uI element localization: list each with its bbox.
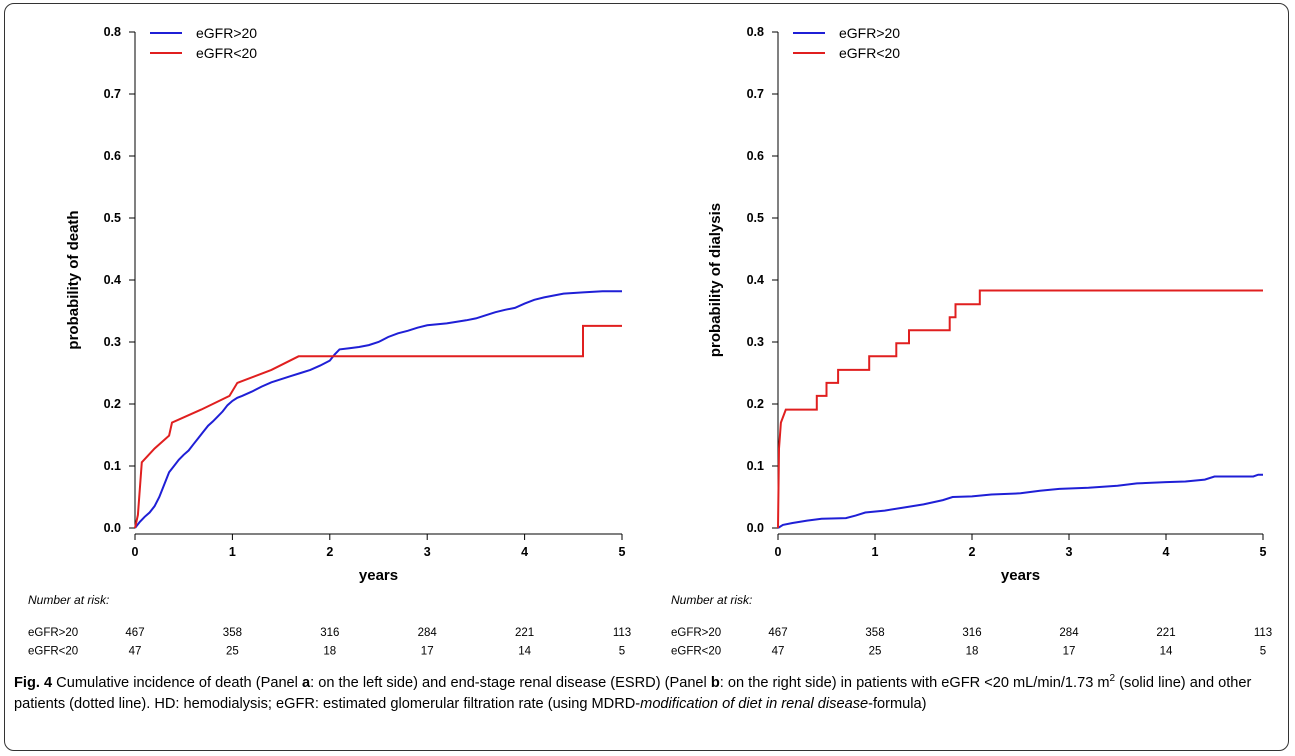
caption-panel-b: b: [710, 674, 720, 691]
caption-text-4: (solid line) and other patients (dotted …: [14, 674, 1252, 712]
panel-a-risk-count: 284: [418, 627, 438, 639]
panel-a-risk-count: 358: [223, 627, 242, 639]
panel-b-y-tick-label: 0.6: [747, 149, 764, 163]
panel-a-y-axis-title: probability of death: [65, 210, 82, 349]
caption-text-2: : on the left side) and end-stage renal …: [310, 674, 711, 691]
panel-b-y-axis-title: probability of dialysis: [707, 203, 724, 357]
panel-a-risk-count: 221: [515, 627, 534, 639]
panel-b-risk-count: 17: [1063, 646, 1076, 658]
panel-b-x-axis-title: years: [1001, 567, 1040, 584]
panel-a-risk-count: 14: [518, 646, 531, 658]
caption-panel-a: a: [301, 674, 311, 691]
panel-b-risk-count: 47: [772, 646, 785, 658]
panel-a-legend-label: eGFR>20: [196, 25, 257, 41]
panel-b-risk-row-label: eGFR>20: [671, 627, 721, 639]
panel-a-x-tick-label: 2: [326, 545, 333, 559]
caption-italic-text: modification of diet in renal disease: [640, 695, 869, 712]
panel-a-x-tick-label: 5: [619, 545, 626, 559]
panel-b-x-tick-label: 3: [1066, 545, 1073, 559]
panel-b-series-line-egfr-below-20: [777, 289, 1263, 529]
panel-a-risk-count: 5: [619, 646, 625, 658]
panel-b-x-tick-label: 4: [1163, 545, 1170, 559]
panel-a-y-tick-label: 0.5: [104, 211, 121, 225]
panel-b-y-tick-label: 0.2: [747, 397, 764, 411]
figure-caption: Fig. 4 Cumulative incidence of death (Pa…: [14, 668, 1276, 715]
figure-frame: [4, 3, 1289, 751]
panel-b-legend-label: eGFR<20: [839, 45, 900, 61]
panel-b-y-tick-label: 0.5: [747, 211, 764, 225]
panel-a-x-tick-label: 1: [229, 545, 236, 559]
caption-text-1: Cumulative incidence of death (Panel: [52, 674, 302, 691]
panel-a-y-tick-label: 0.2: [104, 397, 121, 411]
panel-a-risk-count: 18: [323, 646, 336, 658]
panel-a-y-tick-label: 0.8: [104, 25, 121, 39]
panel-a-y-tick-label: 0.6: [104, 149, 121, 163]
panel-b-risk-count: 5: [1260, 646, 1266, 658]
panel-b-risk-count: 358: [865, 627, 884, 639]
caption-text-3: : on the right side) in patients with eG…: [719, 674, 1110, 691]
panel-b-risk-table-title: Number at risk:: [671, 593, 752, 607]
km-chart-figure: 0.0 0.1 0.2 0.3 0.4 0.5 0.6 0.7 0.8 0 1 2 3 4 5 years pr…: [28, 25, 1272, 658]
panel-a-series-line-egfr-above-20: [134, 290, 622, 529]
panel-a-risk-count: 316: [320, 627, 339, 639]
panel-a-y-tick-label: 0.1: [104, 459, 121, 473]
panel-a-x-axis-title: years: [359, 567, 398, 584]
panel-b-x-tick-label: 1: [872, 545, 879, 559]
panel-a-x-tick-label: 0: [132, 545, 139, 559]
panel-b-risk-count: 221: [1156, 627, 1175, 639]
panel-b-x-tick-label: 0: [775, 545, 782, 559]
panel-a-series-line-egfr-below-20: [134, 324, 622, 529]
caption-text-5: -formula): [868, 695, 927, 712]
panel-b-y-tick-label: 0.3: [747, 335, 764, 349]
panel-b-series-line-egfr-above-20: [777, 473, 1263, 529]
panel-b-risk-count: 284: [1059, 627, 1079, 639]
panel-b-y-tick-label: 0.0: [747, 521, 764, 535]
panel-a-x-tick-label: 3: [424, 545, 431, 559]
panel-a-risk-table-title: Number at risk:: [28, 593, 109, 607]
panel-b-y-tick-label: 0.4: [747, 273, 764, 287]
panel-b-risk-row-label: eGFR<20: [671, 646, 721, 658]
panel-b-risk-count: 316: [962, 627, 981, 639]
panel-b-y-tick-label: 0.7: [747, 87, 764, 101]
panel-b-risk-count: 113: [1254, 627, 1272, 639]
panel-b-x-tick-label: 2: [969, 545, 976, 559]
panel-a-x-tick-label: 4: [521, 545, 528, 559]
panel-b-x-tick-label: 5: [1260, 545, 1267, 559]
panel-b-y-tick-label: 0.8: [747, 25, 764, 39]
panel-a-y-tick-label: 0.4: [104, 273, 121, 287]
panel-a-risk-count: 25: [226, 646, 239, 658]
panel-b-risk-count: 467: [768, 627, 787, 639]
panel-a-risk-count: 467: [125, 627, 144, 639]
panel-a-risk-row-label: eGFR>20: [28, 627, 78, 639]
panel-b-y-tick-label: 0.1: [747, 459, 764, 473]
panel-b-risk-count: 25: [869, 646, 882, 658]
panel-a-legend-label: eGFR<20: [196, 45, 257, 61]
panel-a-y-tick-label: 0.7: [104, 87, 121, 101]
panel-b-risk-count: 14: [1160, 646, 1173, 658]
panel-a-risk-count: 47: [129, 646, 142, 658]
panel-a-risk-row-label: eGFR<20: [28, 646, 78, 658]
caption-fig-label: Fig. 4: [14, 674, 53, 691]
panel-b-legend-label: eGFR>20: [839, 25, 900, 41]
panel-b-risk-count: 18: [966, 646, 979, 658]
panel-a-y-tick-label: 0.0: [104, 521, 121, 535]
panel-a-y-tick-label: 0.3: [104, 335, 121, 349]
panel-a-risk-count: 17: [421, 646, 434, 658]
caption-superscript: 2: [1109, 673, 1116, 684]
panel-a-risk-count: 113: [613, 627, 631, 639]
